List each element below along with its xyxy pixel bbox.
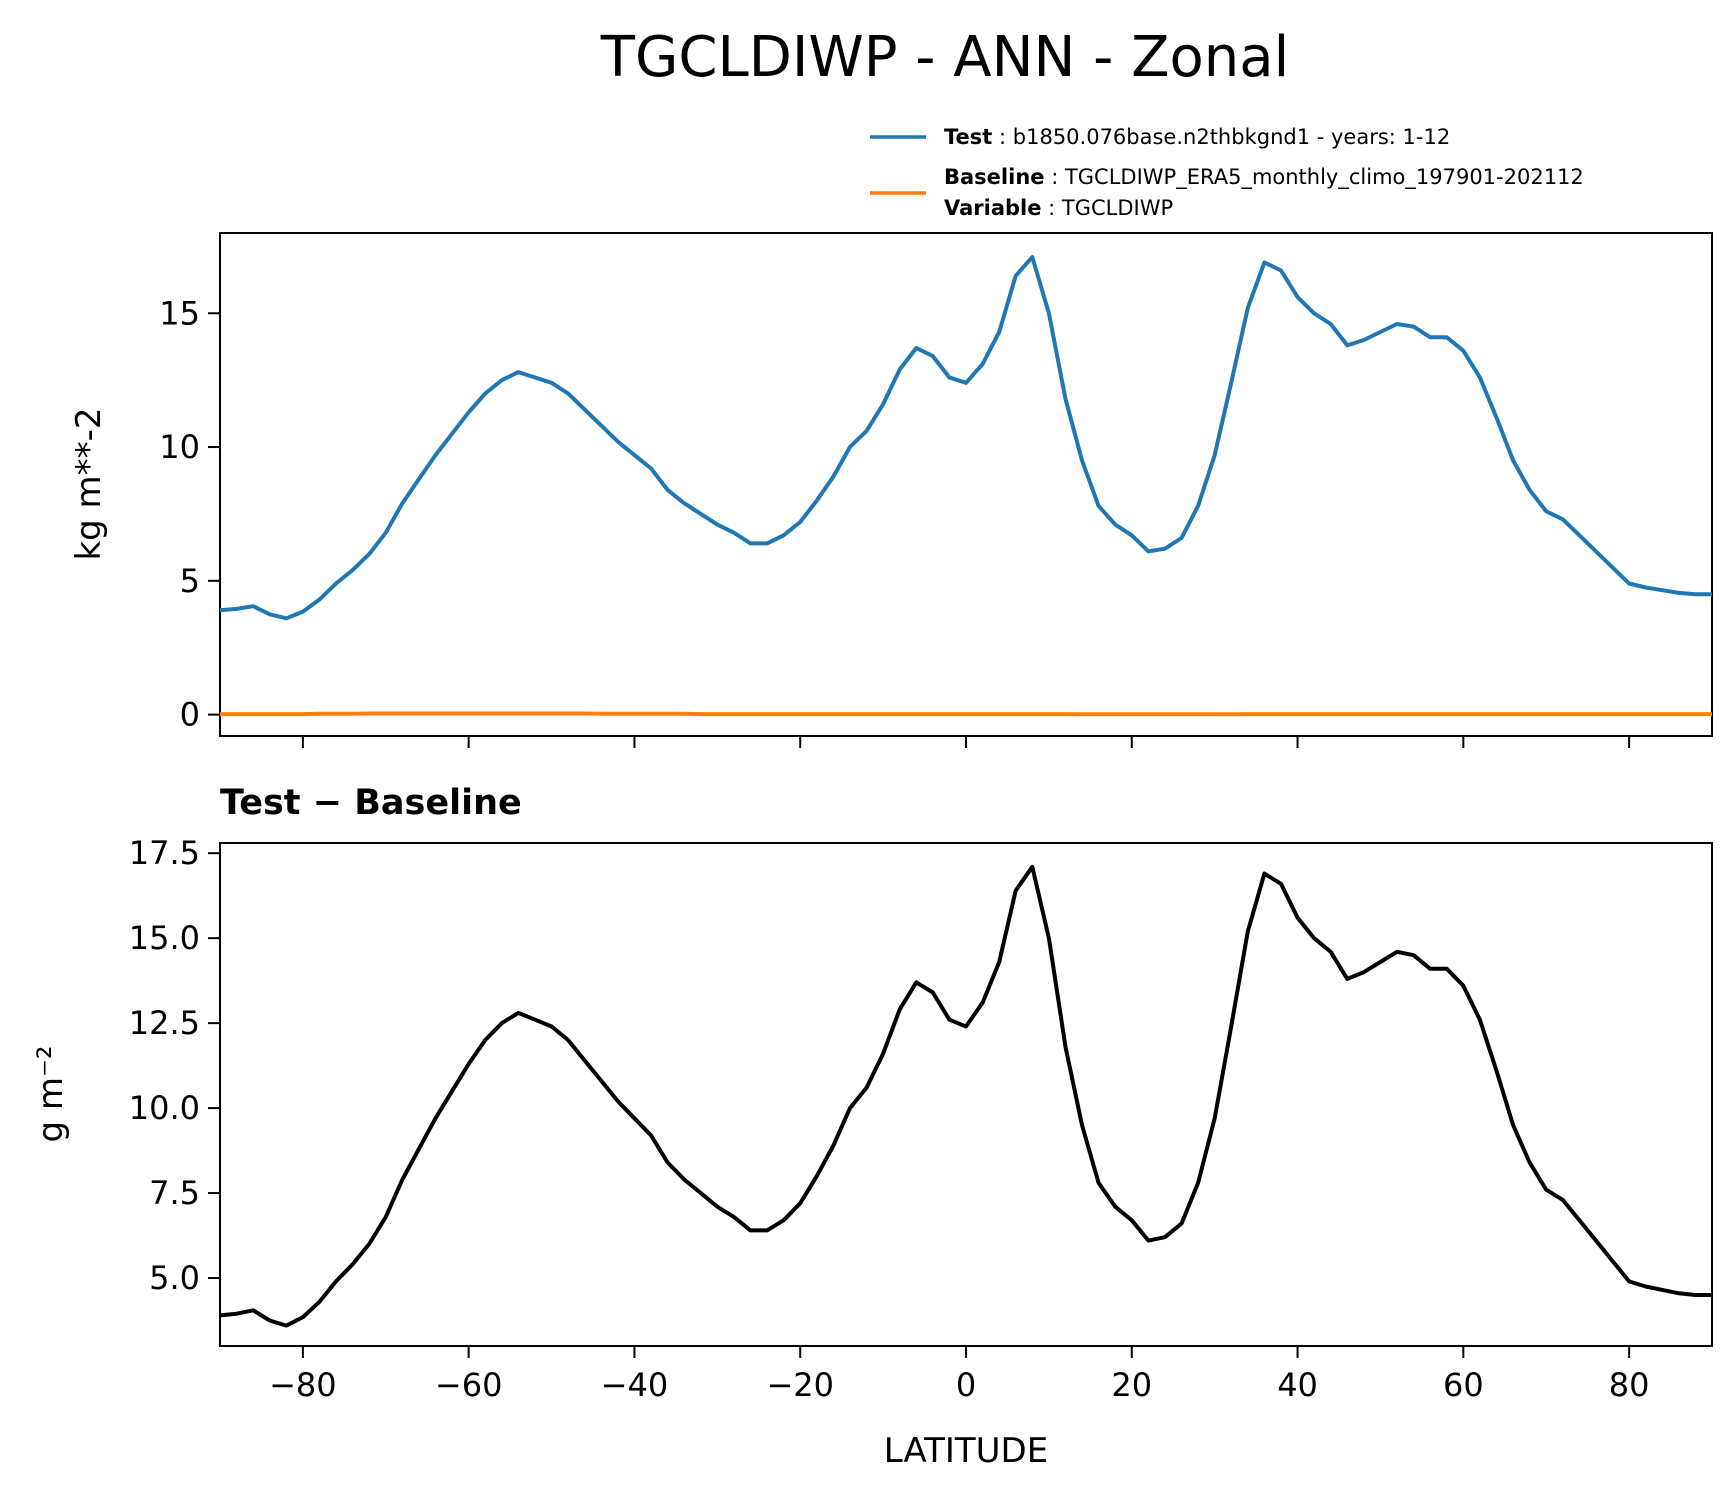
series-line-test (219, 255, 1712, 621)
y-tick-label: 10.0 (129, 1089, 200, 1127)
legend-variable-entry: Variable : TGCLDIWP (944, 196, 1173, 220)
top-plot-frame (219, 232, 1713, 737)
legend-baseline-entry: Baseline : TGCLDIWP_ERA5_monthly_climo_1… (944, 165, 1584, 190)
x-tick-label: 60 (1443, 1366, 1484, 1404)
legend-variable-key: Variable (944, 196, 1041, 220)
x-tick-label: 40 (1277, 1366, 1318, 1404)
legend-baseline-key: Baseline (944, 165, 1045, 189)
x-tick-label: 20 (1111, 1366, 1152, 1404)
x-tick-label: 80 (1609, 1366, 1650, 1404)
diff-panel-title: Test − Baseline (220, 783, 522, 823)
bottom-plot-frame (219, 842, 1713, 1347)
y-tick-label: 15.0 (129, 919, 200, 957)
bottom-panel: Test − Baseline −80 −60 −40 −20 0 20 40 60 80 5.0… (31, 783, 1713, 1471)
top-axes-ticks: 0 5 10 15 (159, 294, 1631, 748)
legend-test-entry: Test : b1850.076base.n2thbkgnd1 - years:… (944, 125, 1450, 149)
x-tick-label: −60 (435, 1366, 503, 1404)
y-tick-label: 12.5 (129, 1004, 200, 1042)
x-tick-label: 0 (956, 1366, 976, 1404)
legend-test-text: b1850.076base.n2thbkgnd1 - years: 1-12 (1013, 125, 1450, 149)
top-panel: 0 5 10 15 kg m**-2 (69, 232, 1713, 748)
bottom-axes-ticks: −80 −60 −40 −20 0 20 40 60 80 5.0 7.5 10.0 12.5 15.0 1… (129, 834, 1650, 1404)
series-line-difference (219, 864, 1712, 1328)
legend-baseline-text: TGCLDIWP_ERA5_monthly_climo_197901-20211… (1064, 165, 1584, 190)
y-tick-label: 10 (159, 428, 200, 466)
y-tick-label: 0 (180, 696, 200, 734)
x-tick-label: −20 (766, 1366, 834, 1404)
x-axis-label: LATITUDE (884, 1431, 1048, 1471)
y-tick-label: 15 (159, 294, 200, 332)
top-y-axis-label: kg m**-2 (69, 407, 109, 560)
x-tick-label: −80 (269, 1366, 337, 1404)
bottom-y-axis-label: g m⁻² (31, 1045, 71, 1142)
y-tick-label: 5.0 (149, 1259, 200, 1297)
legend: Test : b1850.076base.n2thbkgnd1 - years:… (870, 125, 1584, 220)
figure-title: TGCLDIWP - ANN - Zonal (600, 25, 1289, 90)
legend-variable-text: TGCLDIWP (1061, 196, 1173, 220)
y-tick-label: 17.5 (129, 834, 200, 872)
y-tick-label: 7.5 (149, 1174, 200, 1212)
x-tick-label: −40 (601, 1366, 669, 1404)
legend-test-key: Test (944, 125, 992, 149)
y-tick-label: 5 (180, 562, 200, 600)
series-line-baseline (220, 711, 1712, 717)
